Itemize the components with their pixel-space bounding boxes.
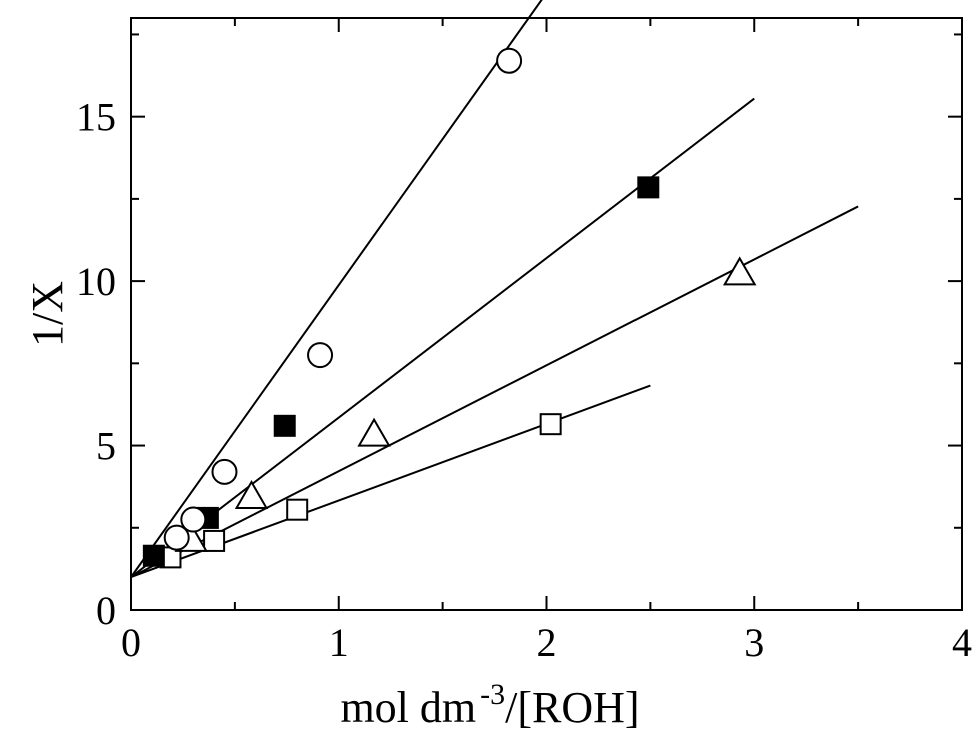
point-square-open <box>539 413 562 436</box>
point-square-filled <box>273 414 296 437</box>
plot-frame <box>130 17 963 611</box>
y-tick-label: 0 <box>96 588 116 633</box>
point-triangle-open <box>234 480 269 510</box>
markers <box>142 47 757 569</box>
point-square-open <box>203 529 226 552</box>
tick-labels: 0 1 2 3 4 0 5 10 15 <box>76 95 972 665</box>
point-triangle-open <box>357 417 391 447</box>
point-square-filled <box>637 176 660 199</box>
x-axis-label: mol dm -3/[ROH] <box>340 678 639 732</box>
y-axis-label: 1/X <box>23 281 72 347</box>
y-tick-label: 15 <box>76 95 116 140</box>
point-circle-open <box>496 47 523 74</box>
point-triangle-open <box>722 256 757 286</box>
x-tick-label: 3 <box>744 620 764 665</box>
x-axis-label-tail: /[ROH] <box>505 683 639 732</box>
point-square-open <box>286 498 309 521</box>
point-circle-open <box>163 524 190 551</box>
y-tick-label: 5 <box>96 424 116 469</box>
x-tick-label: 0 <box>121 620 141 665</box>
point-circle-open <box>180 506 207 533</box>
fit-lines <box>130 0 859 579</box>
point-square-filled <box>142 544 165 567</box>
x-axis-label-main: mol dm <box>340 683 476 732</box>
y-tick-label: 10 <box>76 259 116 304</box>
x-axis-label-sup: -3 <box>480 678 505 711</box>
x-tick-label: 4 <box>952 620 972 665</box>
point-circle-open <box>307 342 334 369</box>
point-circle-open <box>211 458 238 485</box>
fit-line-series-1 <box>130 0 543 578</box>
ticks <box>130 18 963 611</box>
x-tick-label: 2 <box>537 620 557 665</box>
fit-line-series-2 <box>130 97 755 578</box>
fit-line-series-3 <box>130 205 859 579</box>
x-tick-label: 1 <box>329 620 349 665</box>
